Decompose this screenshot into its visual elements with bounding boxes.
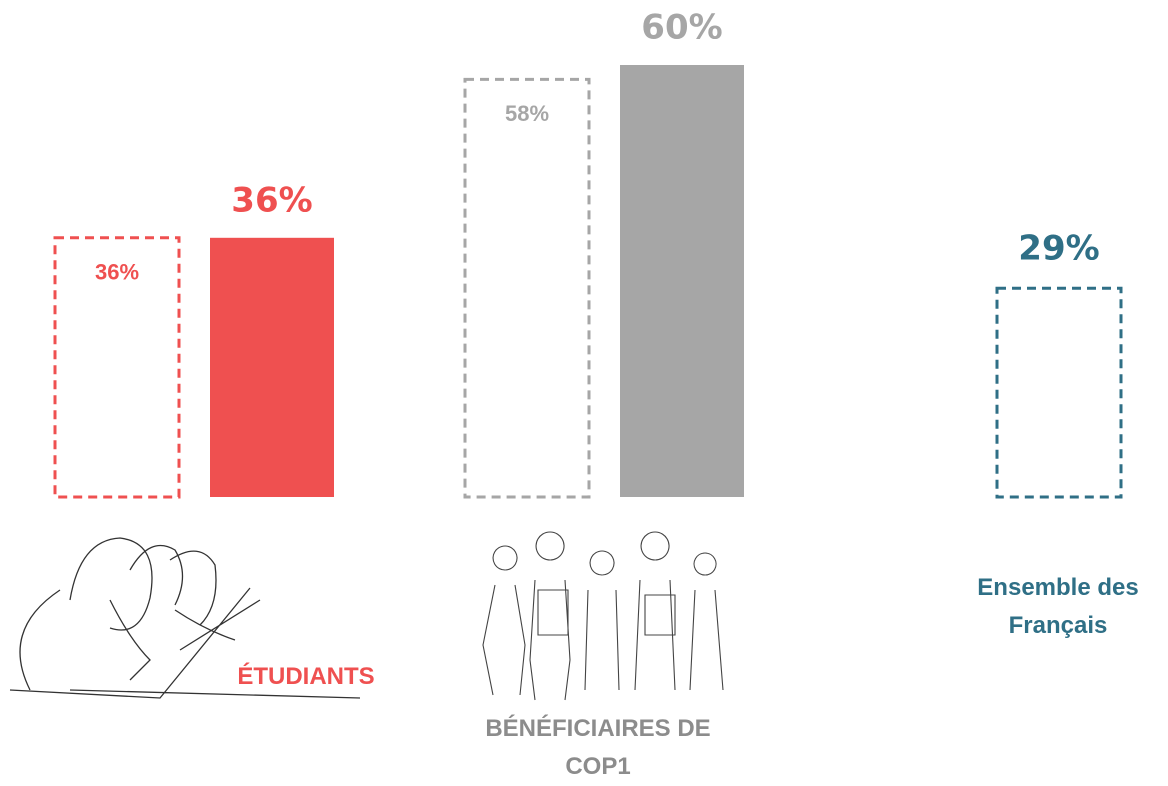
value-label: 29% <box>1018 229 1099 269</box>
value-label: 36% <box>231 180 312 220</box>
illustration-students <box>9 537 361 699</box>
category-label: ÉTUDIANTS <box>237 663 375 690</box>
category-label: BÉNÉFICIAIRES DE COP1 <box>485 715 711 780</box>
value-label: 58% <box>505 101 549 126</box>
illustration-group <box>482 531 724 701</box>
bar-outline <box>53 236 181 499</box>
bar-outline <box>995 286 1123 499</box>
value-label: 36% <box>95 260 139 285</box>
value-label: 60% <box>641 8 722 48</box>
bar <box>210 237 334 498</box>
category-label: Ensemble des Français <box>977 574 1139 639</box>
bar-outline <box>463 77 591 499</box>
bar <box>620 65 744 497</box>
